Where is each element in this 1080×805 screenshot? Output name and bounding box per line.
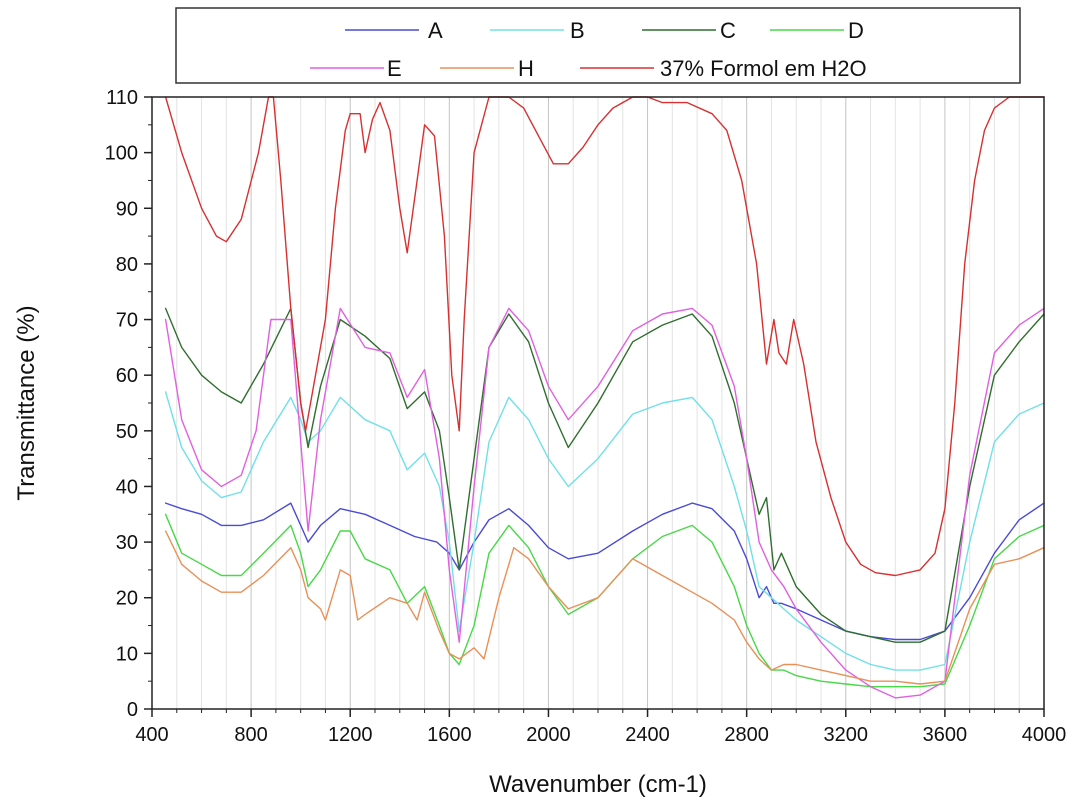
y-tick-label: 80 bbox=[116, 254, 138, 276]
legend-box bbox=[175, 7, 1021, 84]
legend-label-1: B bbox=[570, 18, 585, 43]
y-tick-label: 50 bbox=[116, 421, 138, 443]
legend-label-5: H bbox=[518, 56, 534, 81]
y-tick-label: 70 bbox=[116, 310, 138, 332]
y-tick-label: 100 bbox=[105, 143, 138, 165]
y-tick-label: 0 bbox=[127, 699, 138, 721]
legend-label-6: 37% Formol em H2O bbox=[660, 56, 867, 81]
x-tick-label: 4000 bbox=[1022, 724, 1067, 746]
x-tick-label: 2000 bbox=[526, 724, 571, 746]
series-lines bbox=[164, 96, 1045, 699]
y-tick-label: 10 bbox=[116, 643, 138, 665]
y-tick-label: 30 bbox=[116, 532, 138, 554]
legend: A B C D E H 37% Formol em H2O bbox=[175, 7, 1021, 84]
y-axis-ticks: 0 10 20 30 40 50 60 70 80 90 100 110 bbox=[105, 87, 152, 721]
series-line-1 bbox=[164, 391, 1045, 671]
plot-area: 400 800 1200 1600 2000 2400 2800 3200 3600 4000 0… bbox=[105, 87, 1067, 746]
series-line-6 bbox=[164, 96, 1045, 577]
legend-label-2: C bbox=[720, 18, 736, 43]
y-tick-label: 60 bbox=[116, 365, 138, 387]
y-tick-label: 90 bbox=[116, 198, 138, 220]
x-tick-label: 1600 bbox=[427, 724, 472, 746]
x-tick-label: 800 bbox=[234, 724, 267, 746]
legend-label-3: D bbox=[848, 18, 864, 43]
legend-label-0: A bbox=[428, 18, 443, 43]
grid-lines bbox=[176, 97, 1020, 709]
y-tick-label: 40 bbox=[116, 476, 138, 498]
legend-entries: A B C D E H 37% Formol em H2O bbox=[310, 18, 867, 81]
x-tick-label: 1200 bbox=[328, 724, 373, 746]
x-axis-ticks: 400 800 1200 1600 2000 2400 2800 3200 3600 4000 bbox=[135, 709, 1066, 746]
y-tick-label: 20 bbox=[116, 588, 138, 610]
x-axis-title: Wavenumber (cm-1) bbox=[489, 771, 707, 798]
legend-label-4: E bbox=[387, 56, 402, 81]
x-tick-label: 2800 bbox=[724, 724, 769, 746]
x-tick-label: 400 bbox=[135, 724, 168, 746]
series-line-3 bbox=[164, 513, 1045, 688]
y-tick-label: 110 bbox=[106, 87, 138, 109]
x-tick-label: 3200 bbox=[824, 724, 869, 746]
x-tick-label: 3600 bbox=[923, 724, 968, 746]
series-line-5 bbox=[164, 530, 1045, 685]
y-axis-title: Transmittance (%) bbox=[13, 305, 40, 500]
x-tick-label: 2400 bbox=[625, 724, 670, 746]
